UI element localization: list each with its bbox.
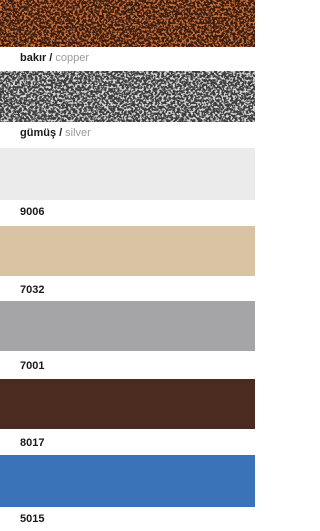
swatch-label: 9006 [20, 206, 44, 218]
swatch-label: bakır/copper [20, 52, 89, 64]
label-name: gümüş [20, 127, 56, 139]
swatch [0, 301, 255, 351]
label-name: 7032 [20, 284, 44, 296]
label-separator: / [49, 52, 52, 64]
swatch-texture [0, 0, 255, 47]
swatch-texture [0, 71, 255, 122]
label-name: bakır [20, 52, 47, 64]
swatch-sheet: bakır/coppergümüş/silver9006703270018017… [0, 0, 257, 531]
swatch-label: gümüş/silver [20, 127, 91, 139]
label-name: 5015 [20, 513, 44, 525]
label-alt: copper [55, 52, 89, 64]
label-alt: silver [65, 127, 91, 139]
swatch [0, 455, 255, 507]
swatch [0, 148, 255, 200]
swatch [0, 379, 255, 429]
swatch-label: 7001 [20, 360, 44, 372]
page: {"swatches": [ {"name": "bakır", "separa… [0, 0, 257, 531]
label-name: 9006 [20, 206, 44, 218]
swatch [0, 226, 255, 276]
swatch-label: 5015 [20, 513, 44, 525]
swatch-label: 7032 [20, 284, 44, 296]
swatch-label: 8017 [20, 437, 44, 449]
label-name: 8017 [20, 437, 44, 449]
label-separator: / [59, 127, 62, 139]
label-name: 7001 [20, 360, 44, 372]
